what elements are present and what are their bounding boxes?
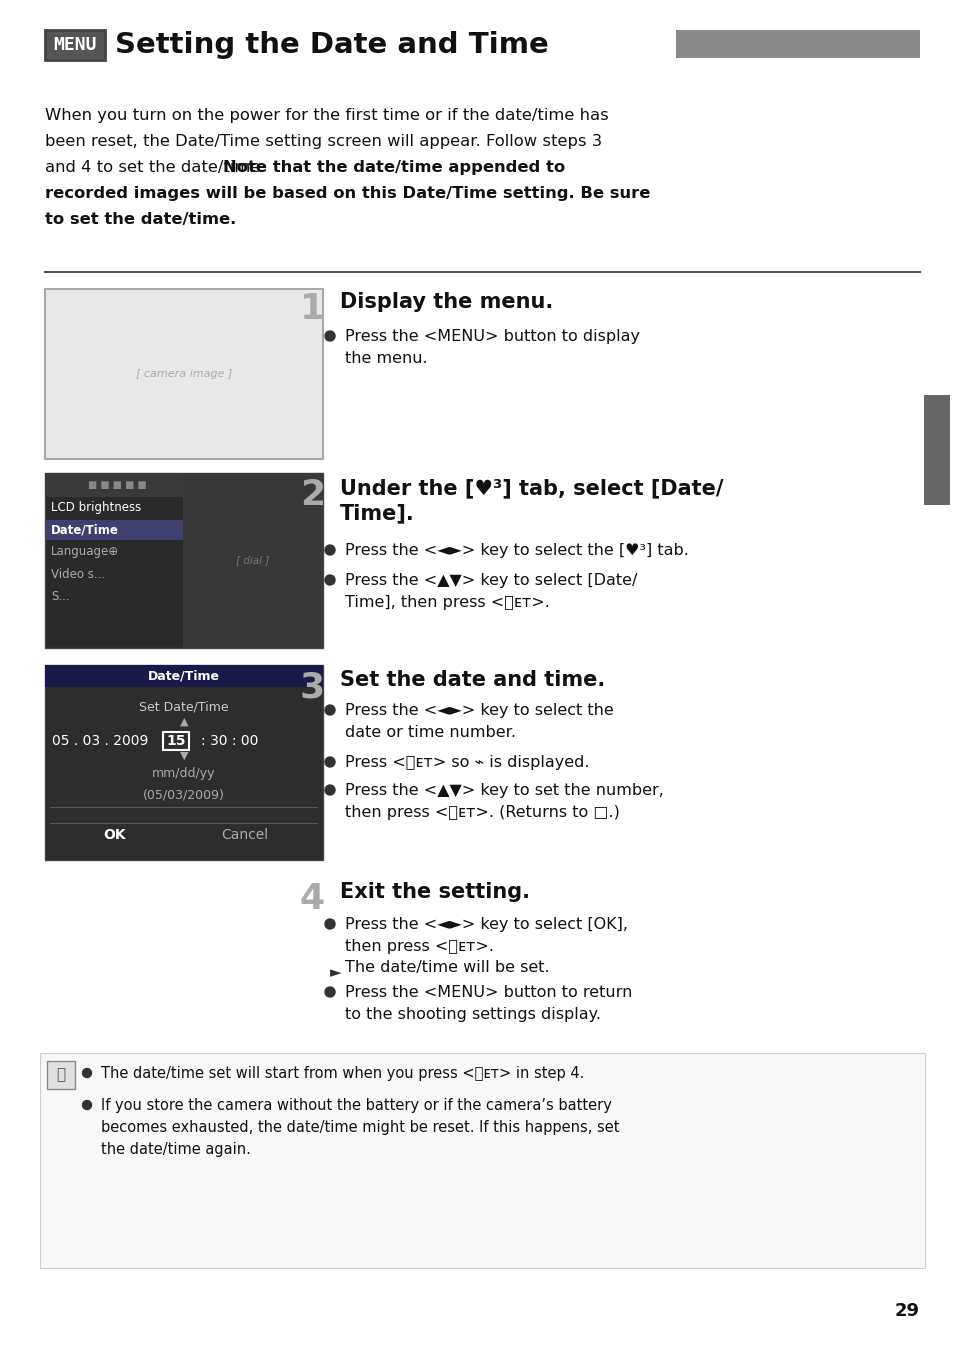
Text: The date/time set will start from when you press <Ⓢᴇᴛ> in step 4.: The date/time set will start from when y… [101,1067,584,1081]
Text: OK: OK [104,829,126,842]
Text: MENU: MENU [53,36,96,54]
Text: Time].: Time]. [339,503,415,523]
FancyBboxPatch shape [45,664,323,859]
Text: Language⊕: Language⊕ [51,546,119,558]
Text: If you store the camera without the battery or if the camera’s battery: If you store the camera without the batt… [101,1098,611,1114]
Text: 3: 3 [299,670,325,703]
Text: then press <Ⓢᴇᴛ>. (Returns to □.): then press <Ⓢᴇᴛ>. (Returns to □.) [345,806,619,820]
Text: and 4 to set the date/time.: and 4 to set the date/time. [45,160,271,175]
Text: Press the <▲▼> key to set the number,: Press the <▲▼> key to set the number, [345,783,663,798]
Text: (05/03/2009): (05/03/2009) [143,788,225,802]
Text: Time], then press <Ⓢᴇᴛ>.: Time], then press <Ⓢᴇᴛ>. [345,594,549,611]
FancyBboxPatch shape [163,732,189,751]
FancyBboxPatch shape [45,473,190,498]
Circle shape [325,331,335,342]
Text: been reset, the Date/Time setting screen will appear. Follow steps 3: been reset, the Date/Time setting screen… [45,134,601,149]
Text: to set the date/time.: to set the date/time. [45,213,236,227]
Text: ►: ► [330,964,341,981]
FancyBboxPatch shape [47,1061,75,1089]
Text: Cancel: Cancel [221,829,269,842]
Circle shape [325,545,335,555]
Text: Setting the Date and Time: Setting the Date and Time [115,31,548,59]
Text: becomes exhausted, the date/time might be reset. If this happens, set: becomes exhausted, the date/time might b… [101,1120,618,1135]
FancyBboxPatch shape [45,473,323,648]
Circle shape [325,757,335,767]
Circle shape [325,576,335,585]
Text: Press the <◄►> key to select the [♥³] tab.: Press the <◄►> key to select the [♥³] ta… [345,543,688,558]
Circle shape [325,987,335,997]
FancyBboxPatch shape [45,289,323,459]
Text: 05 . 03 . 2009: 05 . 03 . 2009 [51,734,148,748]
Text: the menu.: the menu. [345,351,427,366]
Text: to the shooting settings display.: to the shooting settings display. [345,1007,600,1022]
Text: Set Date/Time: Set Date/Time [139,701,229,713]
Text: Exit the setting.: Exit the setting. [339,882,530,902]
Text: 1: 1 [299,292,325,325]
Text: Date/Time: Date/Time [148,670,220,682]
Circle shape [82,1100,91,1110]
Text: 15: 15 [166,734,186,748]
FancyBboxPatch shape [45,30,105,61]
Text: ▼: ▼ [179,751,188,761]
FancyBboxPatch shape [923,395,949,504]
Text: Press the <◄►> key to select the: Press the <◄►> key to select the [345,703,613,718]
Circle shape [325,705,335,716]
Text: Press the <◄►> key to select [OK],: Press the <◄►> key to select [OK], [345,917,627,932]
Text: ■ ■ ■ ■ ■: ■ ■ ■ ■ ■ [88,480,146,490]
Circle shape [325,785,335,795]
FancyBboxPatch shape [45,664,323,687]
Text: 2: 2 [299,477,325,512]
FancyBboxPatch shape [46,521,189,539]
Text: recorded images will be based on this Date/Time setting. Be sure: recorded images will be based on this Da… [45,186,650,200]
Text: Display the menu.: Display the menu. [339,292,553,312]
FancyBboxPatch shape [40,1053,924,1268]
Text: mm/dd/yy: mm/dd/yy [152,767,215,780]
Text: [ dial ]: [ dial ] [236,555,270,565]
Text: Under the [♥³] tab, select [Date/: Under the [♥³] tab, select [Date/ [339,477,722,498]
Text: : 30 : 00: : 30 : 00 [201,734,258,748]
Text: [ camera image ]: [ camera image ] [135,369,232,379]
Text: When you turn on the power for the first time or if the date/time has: When you turn on the power for the first… [45,108,608,122]
Text: 4: 4 [299,882,325,916]
Text: S...: S... [51,589,70,603]
Text: ⓘ: ⓘ [56,1068,66,1083]
FancyBboxPatch shape [676,30,919,58]
Text: ▲: ▲ [179,717,188,728]
Circle shape [82,1068,91,1077]
Circle shape [325,919,335,929]
Text: then press <Ⓢᴇᴛ>.: then press <Ⓢᴇᴛ>. [345,939,494,954]
FancyBboxPatch shape [183,473,323,648]
Text: Press <Ⓢᴇᴛ> so ⌁ is displayed.: Press <Ⓢᴇᴛ> so ⌁ is displayed. [345,755,589,769]
Text: Date/Time: Date/Time [51,523,119,537]
Text: Note that the date/time appended to: Note that the date/time appended to [223,160,564,175]
Text: Video s...: Video s... [51,568,105,581]
Text: Set the date and time.: Set the date and time. [339,670,604,690]
Text: Press the <MENU> button to return: Press the <MENU> button to return [345,985,632,999]
Text: Press the <▲▼> key to select [Date/: Press the <▲▼> key to select [Date/ [345,573,637,588]
Text: the date/time again.: the date/time again. [101,1142,251,1157]
Text: Press the <MENU> button to display: Press the <MENU> button to display [345,330,639,344]
Text: date or time number.: date or time number. [345,725,516,740]
Text: LCD brightness: LCD brightness [51,502,141,515]
Text: 29: 29 [894,1302,919,1319]
Text: The date/time will be set.: The date/time will be set. [345,960,549,975]
